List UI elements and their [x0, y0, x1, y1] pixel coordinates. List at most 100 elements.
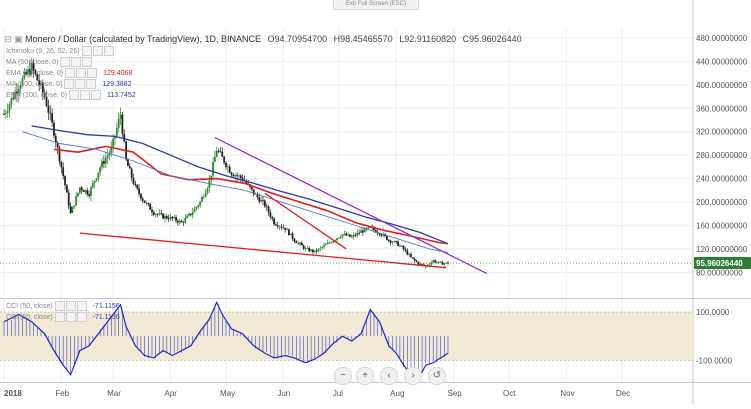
candle-body: [354, 234, 357, 236]
candle-body: [349, 234, 351, 237]
candle-body: [258, 197, 261, 202]
price-tick-label: 200.00000000: [696, 198, 748, 207]
time-tick-label: May: [220, 389, 235, 398]
scroll-left-button[interactable]: ‹: [380, 367, 398, 385]
candle-body: [169, 216, 172, 220]
candle-body: [221, 151, 224, 157]
cci-legend[interactable]: CCI (50, close) -71.1156: [6, 301, 120, 311]
exit-fullscreen-button[interactable]: Exit Full Screen (ESC): [333, 0, 419, 10]
settings-icon[interactable]: [65, 312, 76, 322]
candle-body: [176, 220, 179, 223]
candle-body: [271, 217, 274, 219]
candle-body: [138, 188, 140, 194]
eye-icon[interactable]: [69, 90, 80, 100]
candle-body: [228, 166, 231, 173]
collapse-icon[interactable]: ⊟: [4, 34, 12, 44]
candle-body: [336, 238, 338, 241]
indicator-ema100[interactable]: EMA (100, close, 0) 113.7452: [6, 90, 136, 100]
candle-body: [160, 213, 163, 215]
candle-body: [245, 181, 248, 184]
candle-body: [226, 166, 229, 168]
scroll-right-button[interactable]: ›: [404, 367, 422, 385]
candle-body: [167, 218, 170, 220]
candle-body: [132, 177, 135, 184]
time-tick-label: Aug: [390, 389, 404, 398]
candle-body: [241, 177, 244, 181]
candle-body: [14, 91, 16, 99]
close-icon[interactable]: [103, 46, 114, 56]
candle-body: [158, 213, 161, 215]
candle-body: [323, 245, 325, 247]
candle-body: [6, 110, 9, 113]
indicator-ichimoku[interactable]: Ichimoku (9, 26, 52, 26): [6, 46, 115, 56]
candle-body: [410, 254, 412, 258]
candle-body: [417, 261, 420, 265]
time-tick-label: Feb: [55, 389, 69, 398]
candle-body: [278, 226, 281, 228]
eye-icon[interactable]: [65, 68, 76, 78]
candle-body: [195, 206, 198, 209]
price-tick-label: 80.00000000: [696, 268, 743, 277]
cci-legend-2[interactable]: CCI (50, close) -71.1156: [6, 312, 120, 322]
indicator-ema50[interactable]: EMA (50, close, 0) 129.4068: [6, 68, 132, 78]
price-tick-label: 400.00000000: [696, 81, 748, 90]
settings-icon[interactable]: [92, 46, 103, 56]
candle-body: [415, 260, 418, 262]
eye-icon[interactable]: [54, 312, 65, 322]
eye-icon[interactable]: [54, 301, 65, 311]
candle-body: [324, 244, 327, 246]
candle-body: [36, 73, 39, 81]
candle-body: [34, 70, 37, 74]
candle-body: [73, 205, 76, 207]
candle-body: [117, 118, 120, 128]
reset-chart-button[interactable]: ↺: [428, 367, 446, 385]
candle-body: [21, 77, 24, 86]
candle-body: [99, 167, 102, 173]
close-icon[interactable]: [87, 68, 98, 78]
candle-body: [421, 263, 423, 265]
candle-body: [88, 194, 90, 197]
trendline-wedge-lower: [79, 232, 447, 269]
indicator-ma100[interactable]: MA (100, close, 0) 129.3882: [6, 79, 132, 89]
candle-body: [49, 112, 52, 114]
candle-body: [380, 234, 383, 236]
candle-body: [374, 230, 377, 233]
candle-body: [360, 230, 362, 233]
candle-body: [386, 236, 388, 240]
settings-icon[interactable]: [76, 68, 87, 78]
candle-body: [284, 227, 287, 230]
settings-icon[interactable]: [75, 79, 86, 89]
settings-icon[interactable]: [65, 301, 76, 311]
indicator-ma50[interactable]: MA (50, close, 0): [6, 57, 93, 67]
eye-icon[interactable]: [60, 57, 71, 67]
candle-body: [304, 248, 307, 249]
time-tick-label: Jul: [333, 389, 343, 398]
candle-body: [441, 262, 444, 265]
candle-body: [97, 172, 100, 179]
close-icon[interactable]: [76, 312, 87, 322]
indicator-label: EMA (100, close, 0): [6, 91, 68, 99]
zoom-out-button[interactable]: −: [334, 367, 352, 385]
close-icon[interactable]: [91, 90, 102, 100]
candle-body: [67, 192, 70, 207]
candle-body: [295, 241, 298, 244]
candle-body: [101, 161, 103, 168]
settings-icon[interactable]: [71, 57, 82, 67]
candle-body: [286, 229, 288, 231]
settings-icon[interactable]: [80, 90, 91, 100]
close-icon[interactable]: [76, 301, 87, 311]
zoom-in-button[interactable]: +: [356, 367, 374, 385]
eye-icon[interactable]: [81, 46, 92, 56]
close-icon[interactable]: [82, 57, 93, 67]
candle-body: [106, 155, 109, 159]
candle-body: [69, 206, 72, 214]
trendline-drop-line: [264, 192, 347, 250]
cci-value: -71.1156: [92, 302, 120, 310]
candle-body: [343, 233, 346, 235]
candle-body: [56, 142, 59, 148]
candle-body: [262, 200, 264, 201]
close-icon[interactable]: [86, 79, 97, 89]
eye-icon[interactable]: [64, 79, 75, 89]
low-value: L92.91160820: [399, 34, 457, 44]
